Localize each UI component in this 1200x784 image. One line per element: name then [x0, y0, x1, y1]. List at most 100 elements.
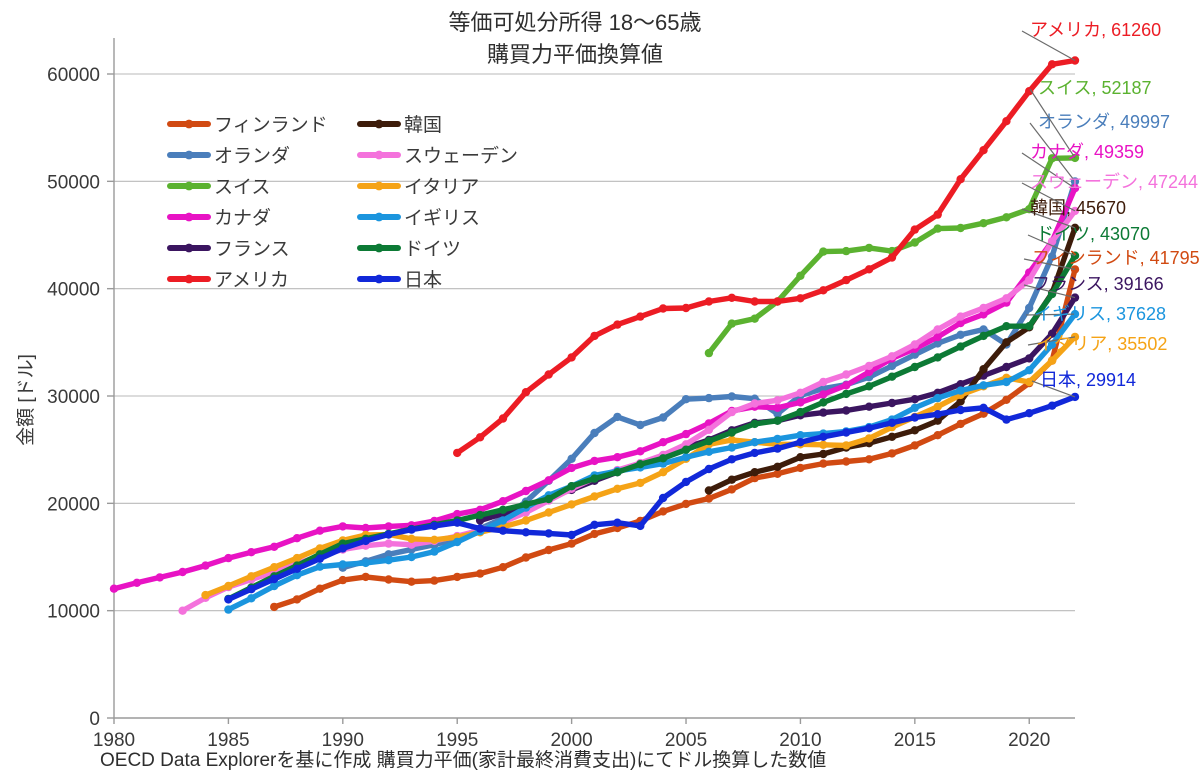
data-point [819, 286, 828, 295]
x-tick-label: 1980 [93, 730, 135, 751]
data-point [910, 413, 919, 422]
data-point [704, 447, 714, 456]
data-point [681, 395, 691, 404]
data-point [270, 542, 279, 551]
data-point [1047, 340, 1057, 349]
data-point [270, 602, 279, 612]
data-point [819, 390, 828, 399]
data-point [933, 410, 942, 419]
legend-item-ドイツ[interactable]: ドイツ [357, 239, 461, 260]
data-point [933, 332, 942, 342]
data-point [842, 441, 851, 450]
data-point [1002, 117, 1011, 126]
data-point [864, 265, 874, 274]
legend-label: フランス [214, 239, 290, 260]
data-point [361, 572, 370, 582]
legend-item-フランス[interactable]: フランス [167, 239, 290, 260]
legend-item-アメリカ[interactable]: アメリカ [167, 270, 289, 291]
data-point [658, 438, 668, 447]
data-point [430, 547, 439, 556]
leader-line [1021, 208, 1076, 229]
data-point [979, 381, 988, 390]
legend-marker [184, 274, 194, 284]
data-point [864, 434, 874, 443]
data-point [773, 297, 782, 306]
data-point [796, 398, 805, 407]
data-point [430, 535, 439, 544]
data-point [887, 372, 897, 381]
data-point [1025, 409, 1034, 418]
legend-marker [184, 181, 194, 191]
data-point [453, 537, 462, 547]
legend-marker [184, 119, 194, 129]
data-point [1047, 252, 1057, 261]
legend-marker [374, 150, 384, 160]
legend-item-スウェーデン[interactable]: スウェーデン [357, 145, 518, 167]
data-point [727, 428, 736, 437]
data-point [750, 438, 759, 447]
data-point [590, 474, 599, 483]
end-label-フランス: フランス, 39166 [1032, 274, 1164, 294]
data-point [842, 406, 851, 415]
data-point [407, 577, 416, 586]
leader-line [1023, 284, 1076, 299]
data-point [178, 606, 187, 615]
data-point [910, 362, 919, 372]
data-point [956, 397, 965, 406]
data-point [956, 318, 965, 328]
legend-item-日本[interactable]: 日本 [357, 269, 442, 291]
data-point [727, 319, 736, 328]
legend-label: スウェーデン [404, 145, 518, 167]
data-point [224, 553, 233, 563]
data-point [842, 428, 851, 437]
legend-item-イギリス[interactable]: イギリス [357, 207, 480, 229]
data-point [453, 448, 462, 458]
data-point [864, 367, 874, 377]
leader-line [1031, 380, 1076, 398]
data-point [361, 536, 370, 546]
legend-item-カナダ[interactable]: カナダ [167, 207, 271, 229]
data-point [430, 521, 439, 531]
data-point [864, 455, 874, 464]
data-point [453, 518, 462, 527]
data-point [910, 441, 919, 450]
y-tick-label: 30000 [47, 387, 100, 408]
y-tick-label: 20000 [47, 494, 100, 515]
data-point [819, 408, 828, 417]
data-point [796, 388, 805, 397]
data-point [109, 584, 119, 593]
legend-item-イタリア[interactable]: イタリア [357, 176, 479, 198]
data-point [567, 463, 576, 473]
legend-item-スイス[interactable]: スイス [167, 177, 270, 198]
end-label-日本: 日本, 29914 [1040, 370, 1136, 390]
legend-item-フィンランド[interactable]: フィンランド [167, 115, 328, 136]
data-point [1025, 275, 1034, 285]
legend-label: オランダ [214, 145, 290, 167]
data-point [750, 473, 759, 483]
data-point [956, 405, 965, 415]
data-point [361, 523, 370, 533]
y-tick-label: 10000 [47, 602, 100, 623]
data-point [613, 468, 622, 477]
data-point [704, 494, 714, 503]
data-point [544, 494, 553, 504]
data-point [658, 468, 668, 477]
data-point [933, 416, 942, 425]
data-point [224, 581, 233, 591]
x-tick-label: 1985 [207, 730, 249, 751]
x-tick-label: 2005 [665, 730, 707, 751]
data-point [590, 520, 599, 529]
data-point [224, 595, 233, 604]
data-point [727, 293, 736, 302]
data-point [247, 572, 256, 581]
legend-item-オランダ[interactable]: オランダ [167, 145, 290, 167]
data-point [750, 468, 759, 477]
data-point [681, 453, 691, 462]
end-label-イギリス: イギリス, 37628 [1034, 304, 1166, 324]
data-point [475, 510, 485, 520]
data-point [819, 377, 828, 387]
legend-item-韓国[interactable]: 韓国 [357, 114, 442, 136]
data-point [384, 556, 393, 565]
